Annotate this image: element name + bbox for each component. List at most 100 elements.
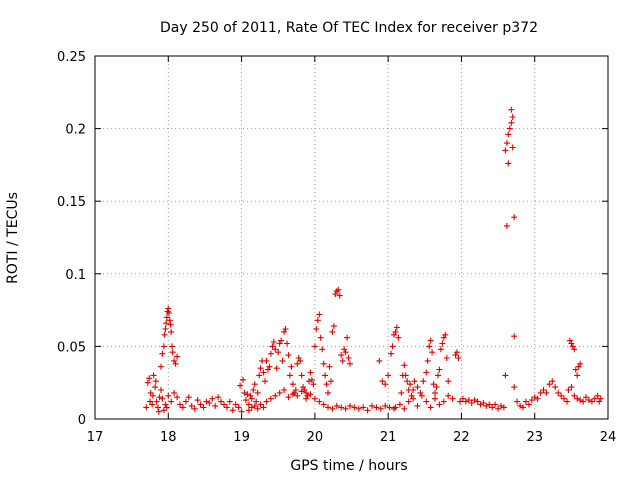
y-tick-label: 0.15 [57,195,86,210]
data-point [152,384,159,391]
data-point [382,402,389,409]
data-point [379,378,386,385]
data-point [269,343,276,350]
data-point [404,378,411,385]
data-point [257,401,264,408]
data-point [267,350,274,357]
data-point [289,391,296,398]
data-point [306,378,312,385]
data-point [323,381,330,388]
data-point [292,387,299,393]
data-point [158,363,164,370]
data-point [333,402,340,409]
data-point [153,398,160,405]
y-tick-label: 0 [78,413,86,428]
data-point [254,389,261,396]
data-point [534,395,541,402]
data-point [174,353,181,360]
data-point [511,384,518,391]
data-point [405,398,412,405]
data-point [360,404,367,411]
data-point [335,286,342,293]
data-point [495,405,502,412]
data-point [435,372,441,379]
data-point [281,328,288,335]
data-point [520,404,526,411]
data-point [169,343,175,350]
data-point [256,372,263,379]
data-point [432,389,438,396]
data-point [577,397,584,404]
data-point [191,405,198,412]
data-point [263,357,270,364]
data-point [531,394,538,401]
data-point [263,398,270,405]
data-point [221,401,227,408]
data-point [168,328,175,335]
data-point [426,343,433,350]
data-point [505,131,512,138]
data-point [311,343,318,350]
data-point [442,331,449,338]
x-tick-label: 17 [87,430,104,445]
data-point [310,381,317,388]
data-point [543,389,550,396]
data-point [572,366,579,373]
data-point [471,397,478,404]
data-point [420,378,427,385]
data-point [223,404,230,411]
data-point [391,405,397,412]
data-point [166,317,173,324]
data-point [229,407,236,414]
data-point [316,398,323,405]
axis-ticks: 17 18 19 20 21 22 23 24 0 0.05 0.1 0.15 0.2 0.25 [57,50,616,445]
data-point [398,389,405,396]
data-point [254,405,261,412]
data-point [215,394,222,401]
data-point [303,389,310,396]
data-point [480,400,487,406]
data-point [250,387,257,393]
data-point [503,140,510,147]
data-point [465,397,472,404]
data-point [462,398,469,405]
data-point [517,402,524,409]
x-tick-label: 22 [453,430,470,445]
data-point [158,387,164,393]
data-point [432,395,438,402]
data-point [251,402,258,409]
data-point [143,404,150,411]
data-point [241,389,248,396]
data-point [203,398,210,405]
data-point [437,346,444,353]
data-point [445,378,452,385]
data-point [276,389,283,396]
data-point [414,402,421,409]
data-point [528,397,535,404]
data-point [172,360,179,367]
data-point [163,314,170,321]
data-point [206,400,213,406]
data-point [326,363,333,370]
data-point [313,326,320,332]
data-point [243,397,249,404]
data-point [430,381,437,388]
data-point [410,387,417,393]
data-point [344,334,351,341]
data-point [511,333,518,340]
data-point [410,395,417,402]
data-point [449,395,456,402]
data-point [329,405,336,412]
y-tick-label: 0.1 [65,268,86,283]
data-point [314,317,321,324]
data-point [238,408,245,415]
data-point [336,292,343,299]
data-point [341,346,348,353]
data-point [294,360,301,367]
data-point [262,378,268,385]
data-point [537,389,544,396]
data-point [391,331,397,338]
data-point [166,310,172,316]
data-point [286,372,293,379]
